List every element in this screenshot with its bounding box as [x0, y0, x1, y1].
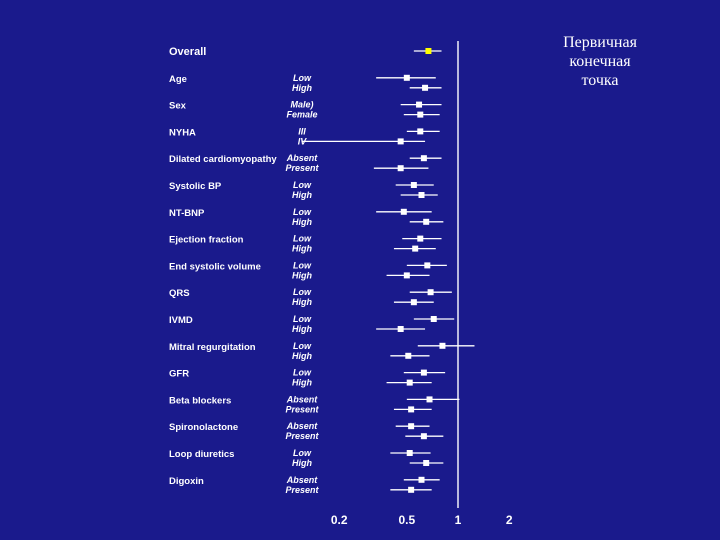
estimate-marker	[403, 272, 410, 279]
level-label: High	[292, 351, 312, 361]
level-label: Male)	[290, 100, 313, 110]
level-label: Present	[285, 485, 319, 495]
estimate-marker	[423, 460, 430, 466]
estimate-marker	[424, 262, 431, 269]
estimate-marker	[408, 423, 415, 430]
subgroup-name: Beta blockers	[169, 395, 231, 406]
estimate-marker	[406, 450, 413, 456]
estimate-marker	[400, 208, 407, 215]
level-label: Low	[293, 341, 312, 351]
estimate-marker	[410, 182, 417, 188]
subgroup-name: NT-BNP	[169, 208, 205, 219]
level-label: Present	[285, 163, 319, 173]
level-label: III	[298, 126, 306, 136]
level-label: Low	[293, 448, 312, 458]
level-label: Absent	[286, 421, 319, 431]
estimate-marker	[420, 433, 427, 440]
estimate-marker	[405, 352, 412, 359]
subgroup-name: Dilated cardiomyopathy	[169, 154, 277, 165]
subgroup-name: NYHA	[169, 127, 196, 138]
x-tick-label: 0.2	[331, 513, 348, 527]
level-label: High	[292, 458, 312, 468]
level-label: High	[292, 297, 312, 307]
level-label: High	[292, 244, 312, 254]
level-label: Absent	[286, 475, 319, 485]
estimate-marker	[397, 165, 404, 172]
level-label: High	[292, 324, 312, 334]
estimate-marker	[397, 138, 404, 145]
subgroup-name: Systolic BP	[169, 181, 222, 192]
estimate-marker	[408, 406, 415, 413]
slide-title-line-3: точка	[581, 72, 619, 89]
estimate-marker	[417, 235, 424, 242]
estimate-marker	[418, 476, 425, 483]
level-label: Low	[293, 73, 312, 83]
level-label: Present	[285, 431, 319, 441]
estimate-marker	[408, 486, 415, 493]
estimate-marker	[422, 84, 429, 91]
level-label: High	[292, 83, 312, 93]
subgroup-name: GFR	[169, 369, 189, 380]
subgroup-name: IVMD	[169, 315, 193, 326]
level-label: Present	[285, 404, 319, 414]
estimate-marker	[403, 74, 410, 81]
estimate-marker	[417, 128, 424, 135]
subgroup-name: Spironolactone	[169, 422, 238, 433]
slide-title-line-1: Первичная	[563, 34, 637, 51]
estimate-marker	[420, 369, 427, 376]
level-label: Absent	[286, 153, 319, 163]
slide-title-line-2: конечная	[569, 53, 631, 70]
estimate-marker	[397, 326, 404, 332]
level-label: Low	[293, 314, 312, 324]
subgroup-name: End systolic volume	[169, 261, 261, 272]
level-label: High	[292, 217, 312, 227]
level-label: Low	[293, 287, 312, 297]
subgroup-name: Overall	[169, 46, 206, 58]
estimate-marker	[417, 111, 424, 118]
level-label: Low	[293, 234, 312, 244]
level-label: Low	[293, 368, 312, 378]
estimate-marker	[427, 289, 434, 296]
estimate-marker	[430, 316, 437, 322]
estimate-marker	[420, 155, 427, 162]
estimate-marker	[412, 245, 419, 252]
level-label: High	[292, 190, 312, 200]
subgroup-name: Sex	[169, 101, 187, 112]
x-tick-label: 0.5	[398, 513, 415, 527]
subgroup-name: Age	[169, 74, 187, 85]
level-label: Low	[293, 180, 312, 190]
level-label: Low	[293, 260, 312, 270]
x-tick-label: 1	[455, 513, 462, 527]
subgroup-name: Loop diuretics	[169, 449, 234, 460]
estimate-marker	[410, 299, 417, 306]
subgroup-name: Mitral regurgitation	[169, 342, 256, 353]
slide-title: Первичная конечная точка	[520, 33, 680, 90]
estimate-marker	[418, 192, 425, 198]
x-tick-label: 2	[506, 513, 513, 527]
level-label: High	[292, 378, 312, 388]
subgroup-name: Digoxin	[169, 476, 204, 487]
level-label: Female	[286, 110, 317, 120]
subgroup-name: Ejection fraction	[169, 235, 244, 246]
level-label: High	[292, 270, 312, 280]
estimate-marker	[439, 342, 446, 349]
estimate-marker	[416, 101, 423, 108]
subgroup-name: QRS	[169, 288, 190, 299]
estimate-marker	[425, 48, 432, 54]
level-label: Low	[293, 207, 312, 217]
level-label: Absent	[286, 394, 319, 404]
estimate-marker	[406, 379, 413, 386]
estimate-marker	[423, 218, 430, 225]
estimate-marker	[426, 396, 433, 403]
